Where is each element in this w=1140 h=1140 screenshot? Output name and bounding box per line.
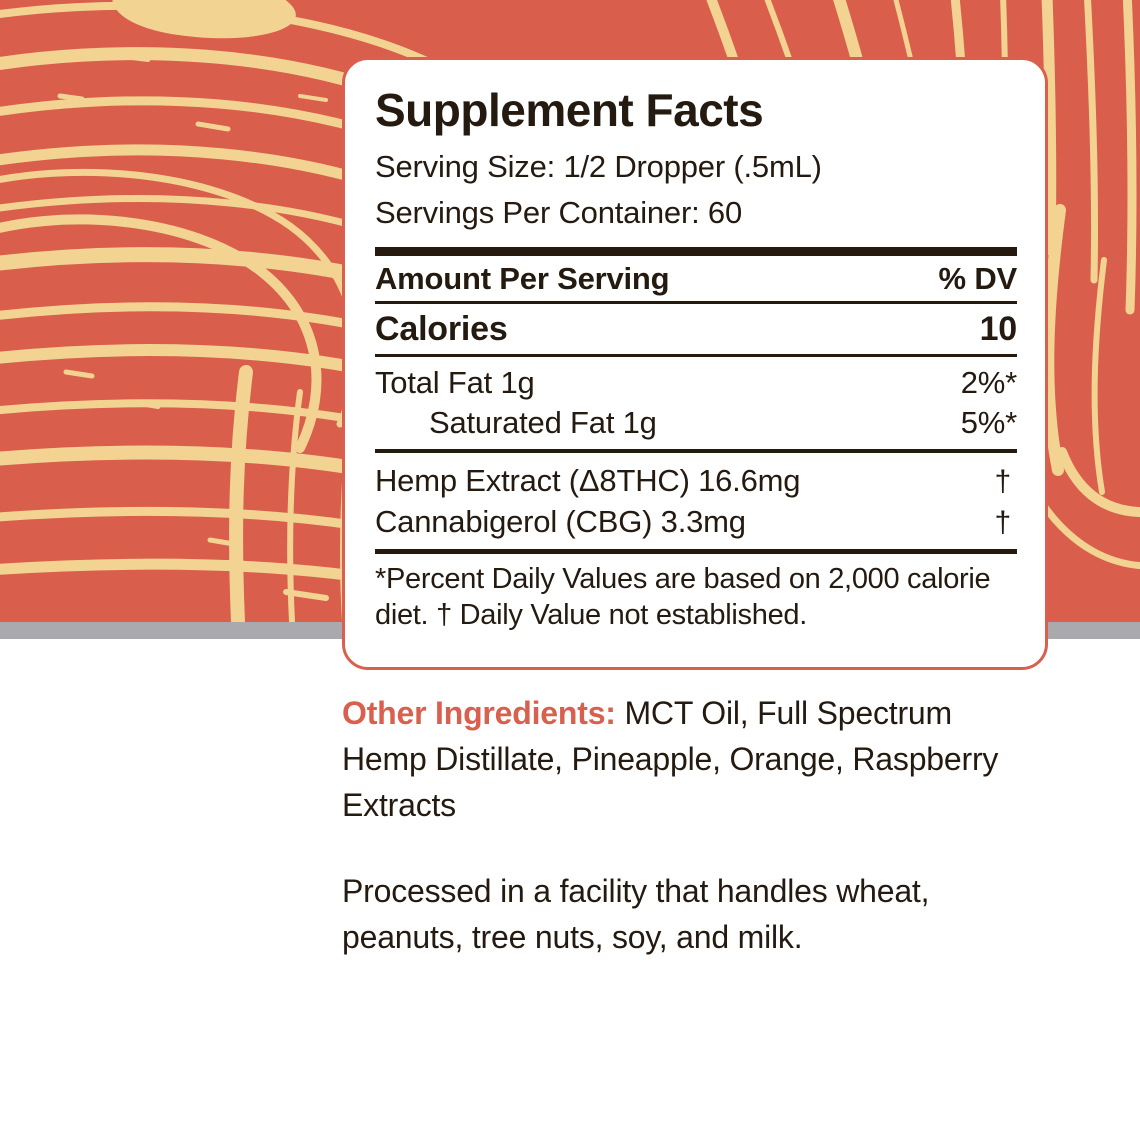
other-ingredients-paragraph: Other Ingredients: MCT Oil, Full Spectru… bbox=[342, 690, 1042, 828]
cbg-label: Cannabigerol (CBG) 3.3mg bbox=[375, 504, 746, 540]
rule-above-footnote bbox=[375, 549, 1017, 555]
rule-under-fat bbox=[375, 449, 1017, 454]
rule-thick-top bbox=[375, 247, 1017, 257]
amount-per-serving-header: Amount Per Serving % DV bbox=[375, 256, 1017, 301]
amount-per-serving-label: Amount Per Serving bbox=[375, 261, 670, 297]
total-fat-value: 2%* bbox=[960, 365, 1017, 401]
table-row: Saturated Fat 1g 5%* bbox=[375, 402, 1017, 442]
saturated-fat-label: Saturated Fat 1g bbox=[429, 405, 657, 441]
calories-row: Calories 10 bbox=[375, 304, 1017, 354]
serving-size-line: Serving Size: 1/2 Dropper (.5mL) bbox=[375, 149, 822, 185]
below-card-text: Other Ingredients: MCT Oil, Full Spectru… bbox=[342, 690, 1042, 960]
saturated-fat-value: 5%* bbox=[960, 405, 1017, 441]
table-row: Hemp Extract (Δ8THC) 16.6mg † bbox=[375, 459, 1017, 500]
other-ingredients-body: MCT Oil, Full Spectrum Hemp Distillate, … bbox=[342, 695, 999, 824]
active-ingredient-rows-block: Hemp Extract (Δ8THC) 16.6mg † Cannabiger… bbox=[375, 453, 1017, 549]
allergen-statement: Processed in a facility that handles whe… bbox=[342, 873, 930, 956]
total-fat-label: Total Fat 1g bbox=[375, 365, 535, 401]
fat-rows-block: Total Fat 1g 2%* Saturated Fat 1g 5%* bbox=[375, 357, 1017, 449]
brush-blob bbox=[112, 0, 296, 39]
percent-dv-label: % DV bbox=[938, 261, 1018, 297]
other-ingredients-heading: Other Ingredients: bbox=[342, 695, 616, 731]
cbg-value: † bbox=[994, 506, 1012, 540]
servings-per-container-line: Servings Per Container: 60 bbox=[375, 194, 742, 230]
daily-value-footnote: *Percent Daily Values are based on 2,000… bbox=[375, 563, 991, 631]
table-row: Cannabigerol (CBG) 3.3mg † bbox=[375, 500, 1017, 541]
rule-under-calories bbox=[375, 354, 1017, 358]
rule-under-header bbox=[375, 301, 1017, 305]
page-title: Supplement Facts bbox=[375, 84, 764, 136]
hemp-extract-label: Hemp Extract (Δ8THC) 16.6mg bbox=[375, 463, 801, 499]
supplement-facts-card: Supplement Facts Serving Size: 1/2 Dropp… bbox=[342, 57, 1048, 670]
calories-value: 10 bbox=[979, 310, 1018, 349]
hemp-extract-value: † bbox=[994, 465, 1012, 499]
calories-label: Calories bbox=[375, 310, 508, 349]
table-row: Total Fat 1g 2%* bbox=[375, 362, 1017, 402]
